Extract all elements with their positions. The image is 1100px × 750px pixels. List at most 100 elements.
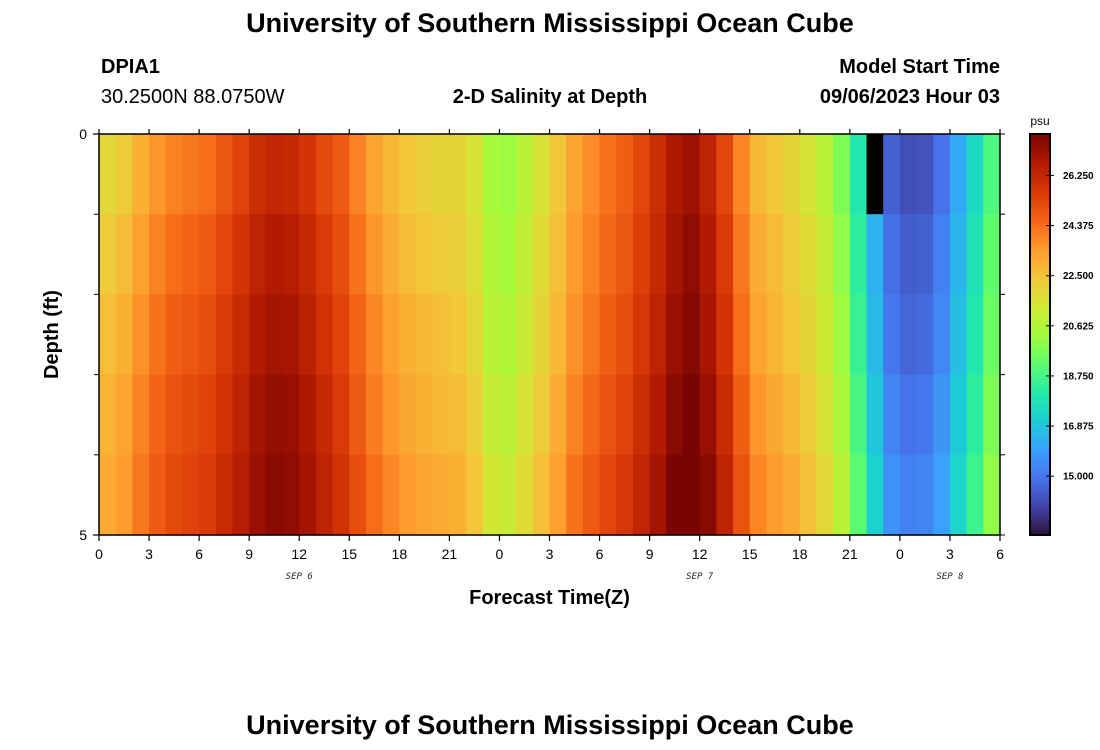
heatmap-cell xyxy=(749,214,768,295)
heatmap-cell xyxy=(249,374,267,456)
heatmap-cell xyxy=(983,294,1001,376)
heatmap-cell xyxy=(933,134,951,215)
heatmap-cell xyxy=(866,374,884,456)
heatmap-cell xyxy=(916,374,934,456)
heatmap-cell xyxy=(382,454,400,536)
heatmap-cell xyxy=(132,374,150,456)
heatmap-cell xyxy=(716,214,734,295)
heatmap-cell xyxy=(349,134,367,215)
heatmap-cell xyxy=(783,134,801,215)
heatmap-cell xyxy=(849,214,868,295)
heatmap-cell xyxy=(282,134,300,215)
heatmap-cell xyxy=(132,454,150,536)
heatmap-cell xyxy=(632,294,651,376)
heatmap-cell xyxy=(516,454,534,536)
heatmap-cell xyxy=(666,214,684,295)
heatmap-cell xyxy=(632,134,651,215)
heatmap-cell xyxy=(933,294,951,376)
heatmap-cell xyxy=(132,214,150,295)
heatmap-cell xyxy=(199,214,217,295)
heatmap-cell xyxy=(332,134,350,215)
heatmap-cell xyxy=(265,374,284,456)
heatmap-cell xyxy=(299,134,317,215)
colorbar-tick-label: 22.500 xyxy=(1063,271,1094,282)
heatmap-cell xyxy=(899,214,918,295)
heatmap-cell xyxy=(99,214,117,295)
heatmap-cell xyxy=(566,454,584,536)
heatmap-cell xyxy=(99,374,117,456)
heatmap-cell xyxy=(733,294,751,376)
heatmap-cell xyxy=(749,134,768,215)
heatmap-cells xyxy=(99,134,1001,536)
heatmap-cell xyxy=(716,134,734,215)
heatmap-cell xyxy=(833,214,851,295)
x-tick-label: 15 xyxy=(742,546,758,562)
heatmap-cell xyxy=(682,134,701,215)
x-tick-label: 18 xyxy=(792,546,808,562)
heatmap-cell xyxy=(232,214,250,295)
heatmap-cell xyxy=(733,214,751,295)
heatmap-cell xyxy=(899,374,918,456)
heatmap-cell xyxy=(616,294,634,376)
heatmap-cell xyxy=(766,454,784,536)
heatmap-cell xyxy=(582,294,601,376)
x-tick-label: 12 xyxy=(692,546,708,562)
x-tick-label: 3 xyxy=(546,546,554,562)
heatmap-cell xyxy=(783,374,801,456)
colorbar: psu 15.000 16.875 18.750 20.625 22.500 24.375… xyxy=(1029,114,1094,536)
heatmap-cell xyxy=(215,374,234,456)
heatmap-cell xyxy=(749,454,768,536)
model-start-value: 09/06/2023 Hour 03 xyxy=(819,86,1000,108)
heatmap-cell xyxy=(699,134,717,215)
heatmap-cell-missing xyxy=(866,134,884,215)
heatmap-cell xyxy=(949,294,968,376)
heatmap-cell xyxy=(115,214,133,295)
heatmap-cell xyxy=(365,454,384,536)
heatmap-cell xyxy=(265,134,284,215)
heatmap-cell xyxy=(799,214,818,295)
date-label: SEP 6 xyxy=(286,572,313,582)
heatmap-cell xyxy=(349,374,367,456)
heatmap-cell xyxy=(649,374,667,456)
heatmap-cell xyxy=(182,214,200,295)
heatmap-cell xyxy=(232,134,250,215)
heatmap-cell xyxy=(115,294,133,376)
colorbar-tick-label: 24.375 xyxy=(1063,221,1094,232)
heatmap-cell xyxy=(716,294,734,376)
heatmap-cell xyxy=(983,214,1001,295)
heatmap-cell xyxy=(149,374,167,456)
y-axis-title: Depth (ft) xyxy=(41,290,63,379)
heatmap-cell xyxy=(866,294,884,376)
colorbar-gradient xyxy=(1029,133,1051,536)
heatmap-cell xyxy=(816,294,834,376)
heatmap-cell xyxy=(149,294,167,376)
heatmap-cell xyxy=(315,134,334,215)
heatmap-cell xyxy=(449,374,467,456)
heatmap-cell xyxy=(816,374,834,456)
heatmap-cell xyxy=(399,214,417,295)
heatmap-cell xyxy=(783,214,801,295)
heatmap-cell xyxy=(816,134,834,215)
heatmap-cell xyxy=(949,134,968,215)
heatmap-cell xyxy=(816,214,834,295)
x-tick-label: 6 xyxy=(996,546,1004,562)
heatmap-cell xyxy=(516,134,534,215)
heatmap-cell xyxy=(115,454,133,536)
heatmap-cell xyxy=(899,294,918,376)
heatmap-cell xyxy=(99,134,117,215)
heatmap-cell xyxy=(582,134,601,215)
heatmap-cell xyxy=(115,374,133,456)
heatmap-cell xyxy=(416,214,434,295)
heatmap-cell xyxy=(949,454,968,536)
x-tick-label: 9 xyxy=(245,546,253,562)
heatmap-cell xyxy=(799,374,818,456)
heatmap-cell xyxy=(499,454,517,536)
heatmap-cell xyxy=(416,374,434,456)
heatmap-cell xyxy=(682,214,701,295)
heatmap-cell xyxy=(399,454,417,536)
heatmap-cell xyxy=(549,294,567,376)
colorbar-tick-label: 15.000 xyxy=(1063,472,1094,483)
x-tick-label: 3 xyxy=(946,546,954,562)
heatmap-cell xyxy=(983,454,1001,536)
heatmap-cell xyxy=(766,374,784,456)
